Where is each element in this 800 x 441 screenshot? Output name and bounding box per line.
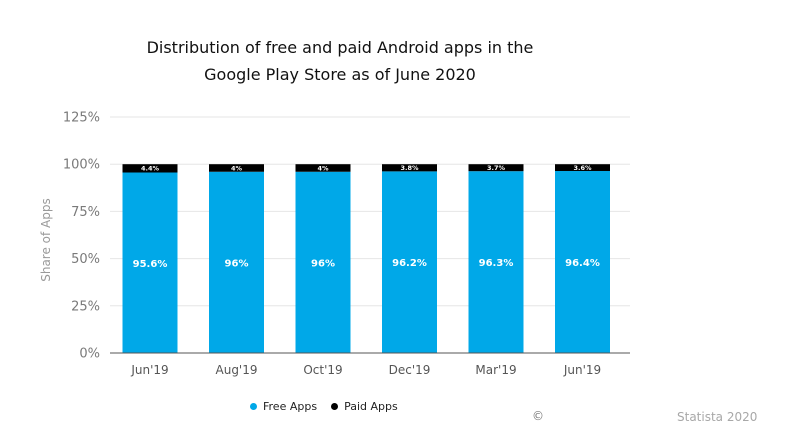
bar-paid [468,164,524,172]
x-tick-label: Mar'19 [475,363,516,377]
data-label-paid: 3.7% [487,164,506,172]
legend-dot-free [250,402,257,410]
source-credit[interactable]: Statista 2020 [677,410,758,424]
x-tick-label: Jun'19 [563,363,601,377]
bar-paid [555,164,610,171]
data-label-free: 96% [311,258,335,269]
bar-paid [382,164,437,172]
bar-free [555,170,610,353]
y-tick-label: 75% [71,205,100,220]
data-label-paid: 4% [317,164,329,172]
chart-title-line-1: Distribution of free and paid Android ap… [146,38,534,57]
bar-free [382,171,437,353]
copyright-icon[interactable]: © [532,409,544,423]
chart-title: Distribution of free and paid Android ap… [130,34,550,88]
bar-paid [209,164,264,172]
bar-free [295,171,351,353]
y-tick-label: 0% [79,347,100,362]
legend-item-free[interactable]: Free Apps [250,400,317,413]
bar-free [209,171,264,353]
legend: Free Apps Paid Apps [250,398,412,414]
legend-label-paid: Paid Apps [344,399,398,413]
y-tick-label: 25% [71,299,100,314]
legend-item-paid[interactable]: Paid Apps [331,400,398,413]
bar-free [468,171,524,353]
y-tick-label: 100% [63,158,100,173]
legend-label-free: Free Apps [263,399,318,413]
data-label-paid: 3.8% [400,164,419,172]
x-tick-label: Aug'19 [216,363,258,377]
chart-title-line-2: Google Play Store as of June 2020 [204,65,476,84]
data-label-paid: 4% [231,164,243,172]
legend-dot-paid [331,402,339,410]
data-label-free: 96% [225,258,249,269]
bar-free [122,172,178,353]
data-label-paid: 3.6% [573,164,592,172]
y-axis-label: Share of Apps [39,198,53,282]
x-tick-label: Jun'19 [130,363,168,377]
bar-paid [122,164,178,173]
data-label-paid: 4.4% [141,165,160,173]
data-label-free: 96.2% [392,258,427,269]
data-label-free: 96.4% [565,258,600,269]
y-tick-label: 125% [63,111,100,126]
data-label-free: 95.6% [133,259,168,270]
y-tick-label: 50% [71,252,100,267]
x-tick-label: Oct'19 [303,363,342,377]
bar-paid [295,164,351,172]
x-tick-label: Dec'19 [389,363,431,377]
data-label-free: 96.3% [479,258,514,269]
